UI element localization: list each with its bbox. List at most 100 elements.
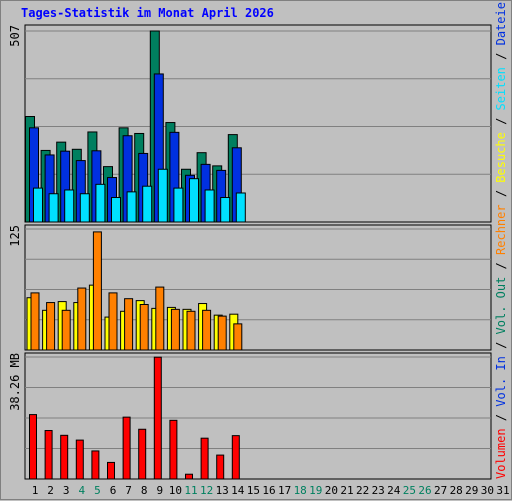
- legend-part-7: /: [494, 183, 508, 205]
- x-tick-day-21: 21: [340, 484, 353, 497]
- bar-rechner-day-14: [233, 323, 243, 351]
- legend-part-4: Vol. Out: [494, 277, 508, 335]
- chart-panels: 507 125 38.26 MB: [8, 24, 492, 480]
- x-tick-day-19: 19: [309, 484, 322, 497]
- x-tick-day-11: 11: [184, 484, 197, 497]
- bar-rechner-day-6: [108, 292, 118, 351]
- x-tick-day-15: 15: [247, 484, 260, 497]
- bar-volumen-day-8: [138, 428, 147, 480]
- bar-rechner-day-8: [139, 304, 149, 351]
- x-tick-day-29: 29: [465, 484, 478, 497]
- legend-part-8: Besuche: [494, 132, 508, 183]
- bar-seiten-day-6: [111, 197, 121, 223]
- x-tick-day-31: 31: [496, 484, 509, 497]
- bar-volumen-day-13: [216, 454, 225, 480]
- bar-volumen-day-6: [107, 461, 115, 480]
- legend-part-10: Seiten: [494, 67, 508, 110]
- legend-part-0: Volumen: [494, 428, 508, 479]
- bar-volumen-day-7: [122, 416, 131, 480]
- panel-visits-ymax-label: 125: [8, 225, 22, 247]
- bar-rechner-day-12: [202, 309, 212, 351]
- panel-visits-background: [24, 224, 492, 351]
- x-tick-day-5: 5: [94, 484, 101, 497]
- bar-seiten-day-13: [220, 197, 231, 223]
- x-tick-day-9: 9: [156, 484, 163, 497]
- bar-rechner-day-5: [92, 231, 102, 351]
- bar-rechner-day-2: [46, 302, 56, 351]
- bar-seiten-day-11: [189, 178, 199, 223]
- legend-part-5: /: [494, 255, 508, 277]
- x-tick-day-23: 23: [372, 484, 385, 497]
- bar-volumen-day-5: [91, 450, 100, 480]
- x-tick-day-14: 14: [231, 484, 245, 497]
- legend-part-11: /: [494, 45, 508, 67]
- bar-volumen-day-12: [200, 437, 209, 480]
- legend-part-3: /: [494, 334, 508, 356]
- x-tick-day-22: 22: [356, 484, 369, 497]
- bar-volumen-day-4: [75, 439, 84, 480]
- x-tick-day-4: 4: [78, 484, 85, 497]
- x-tick-day-2: 2: [47, 484, 54, 497]
- x-tick-day-10: 10: [169, 484, 182, 497]
- bar-seiten-day-14: [235, 192, 246, 223]
- bar-volumen-day-3: [60, 434, 69, 480]
- bar-rechner-day-7: [124, 298, 134, 351]
- panel-volume-background: [24, 352, 492, 480]
- bar-rechner-day-9: [155, 286, 165, 351]
- bar-rechner-day-4: [77, 287, 87, 351]
- x-tick-day-20: 20: [325, 484, 338, 497]
- bar-seiten-day-8: [142, 185, 153, 223]
- bar-rechner-day-3: [61, 309, 71, 351]
- x-tick-day-25: 25: [403, 484, 416, 497]
- x-tick-day-18: 18: [294, 484, 307, 497]
- bar-volumen-day-11: [185, 473, 193, 480]
- x-tick-day-24: 24: [387, 484, 401, 497]
- bar-seiten-day-1: [33, 187, 43, 223]
- bar-rechner-day-13: [217, 315, 227, 351]
- bar-seiten-day-5: [95, 183, 106, 223]
- bar-volumen-day-14: [231, 435, 240, 480]
- bar-seiten-day-12: [204, 189, 215, 223]
- bar-volumen-day-10: [169, 419, 178, 480]
- bar-seiten-day-9: [157, 168, 168, 223]
- x-tick-day-16: 16: [262, 484, 275, 497]
- panel-volume-ymax-label: 38.26 MB: [8, 353, 22, 411]
- x-tick-day-13: 13: [216, 484, 229, 497]
- x-tick-day-12: 12: [200, 484, 213, 497]
- legend-part-9: /: [494, 110, 508, 132]
- bar-rechner-day-1: [30, 292, 40, 351]
- bar-seiten-day-10: [173, 187, 184, 223]
- x-tick-day-1: 1: [32, 484, 39, 497]
- bar-seiten-day-7: [126, 191, 137, 223]
- bar-rechner-day-10: [170, 308, 180, 351]
- bar-volumen-day-2: [44, 430, 53, 480]
- legend-part-6: Rechner: [494, 204, 508, 255]
- x-tick-day-30: 30: [481, 484, 494, 497]
- x-tick-day-27: 27: [434, 484, 447, 497]
- x-tick-day-3: 3: [63, 484, 70, 497]
- x-tick-day-7: 7: [125, 484, 132, 497]
- x-tick-day-6: 6: [110, 484, 117, 497]
- x-tick-day-17: 17: [278, 484, 291, 497]
- panel-hits: 507: [8, 24, 492, 223]
- bar-seiten-day-3: [64, 189, 75, 223]
- right-legend: Volumen / Vol. In / Vol. Out / Rechner /…: [494, 1, 508, 479]
- legend-part-12: Dateien: [494, 1, 508, 45]
- bar-volumen-day-1: [29, 414, 37, 480]
- bar-seiten-day-4: [79, 193, 90, 223]
- chart-title: Tages-Statistik im Monat April 2026: [21, 6, 274, 20]
- bar-seiten-day-2: [48, 193, 59, 223]
- panel-hits-ymax-label: 507: [8, 25, 22, 47]
- x-tick-day-8: 8: [141, 484, 148, 497]
- panel-volume: 38.26 MB: [8, 352, 492, 480]
- x-axis-day-labels: 1 2 3 4 5 6 7 8 9 10 11 12 13 14 15 16 17 18 19 20 21 22 23 24 2…: [32, 484, 510, 497]
- x-tick-day-28: 28: [450, 484, 463, 497]
- x-tick-day-26: 26: [418, 484, 431, 497]
- legend-part-1: /: [494, 407, 508, 429]
- panel-visits: 125: [8, 224, 492, 351]
- legend-part-2: Vol. In: [494, 356, 508, 407]
- bar-rechner-day-11: [186, 310, 196, 351]
- bar-volumen-day-9: [153, 356, 162, 480]
